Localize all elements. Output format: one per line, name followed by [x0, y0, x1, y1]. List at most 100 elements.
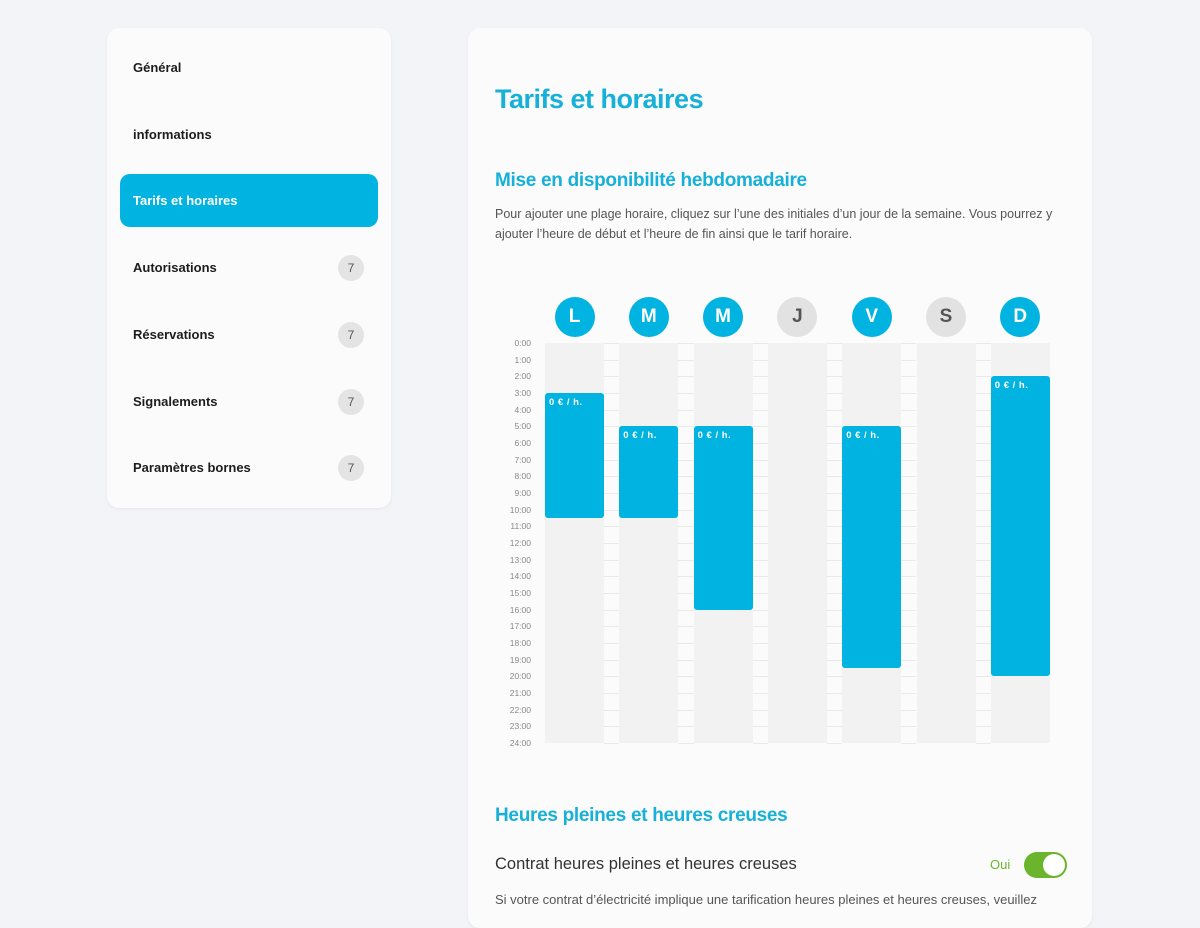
- hour-label: 8:00: [514, 471, 531, 482]
- time-slot[interactable]: 0 € / h.: [619, 426, 679, 518]
- hour-line: [678, 443, 694, 444]
- hour-line: [678, 743, 694, 744]
- hour-line: [901, 593, 917, 594]
- time-slot[interactable]: 0 € / h.: [545, 393, 604, 518]
- toggle-knob: [1043, 854, 1065, 876]
- hour-line: [975, 626, 991, 628]
- day-button[interactable]: S: [926, 297, 966, 337]
- hour-line: [826, 459, 843, 461]
- hour-line: [752, 343, 768, 344]
- hour-label: 13:00: [509, 554, 531, 565]
- hour-line: [901, 393, 917, 394]
- hour-line: [901, 576, 917, 578]
- nav-item-label[interactable]: Autorisations: [133, 260, 217, 276]
- hour-line: [752, 643, 768, 644]
- hour-line: [975, 526, 991, 528]
- hour-line: [975, 543, 991, 544]
- hour-line: [678, 626, 694, 628]
- hour-line: [678, 343, 694, 344]
- hour-line: [901, 359, 917, 361]
- hour-line: [826, 643, 843, 644]
- page-title: Tarifs et horaires: [495, 84, 704, 114]
- hour-line: [826, 726, 843, 728]
- hour-line: [975, 643, 991, 644]
- hour-line: [826, 593, 843, 594]
- hour-line: [901, 643, 917, 644]
- nav-item-label[interactable]: Signalements: [133, 393, 218, 409]
- hour-line: [752, 609, 768, 611]
- hour-line: [678, 393, 694, 394]
- hour-line: [826, 609, 843, 611]
- time-slot[interactable]: 0 € / h.: [842, 426, 902, 668]
- nav-item-label[interactable]: Réservations: [133, 326, 215, 342]
- hour-line: [975, 459, 991, 461]
- hour-line: [901, 659, 917, 661]
- hour-line: [901, 543, 917, 544]
- hour-line: [678, 409, 694, 411]
- hour-line: [678, 643, 694, 644]
- hour-line: [901, 426, 917, 428]
- hour-line: [678, 509, 694, 511]
- time-slot[interactable]: 0 € / h.: [693, 426, 753, 610]
- hour-line: [901, 676, 917, 678]
- description: Pour ajouter une plage horaire, cliquez …: [495, 207, 1053, 241]
- hour-line: [752, 593, 768, 594]
- hour-label: 21:00: [509, 688, 531, 698]
- hour-line: [752, 693, 768, 694]
- day-button[interactable]: J: [777, 297, 818, 337]
- nav-item-label[interactable]: Général: [133, 60, 182, 75]
- day-button[interactable]: M: [628, 297, 669, 337]
- hour-line: [604, 576, 620, 578]
- hour-line: [604, 659, 620, 661]
- hour-label: 2:00: [514, 371, 531, 382]
- hour-line: [975, 509, 991, 511]
- section-heading: Mise en disponibilité hebdomadaire: [495, 170, 807, 191]
- hour-line: [604, 526, 620, 528]
- hour-line: [975, 393, 991, 394]
- hour-line: [752, 493, 768, 494]
- toggle[interactable]: [1024, 852, 1067, 878]
- hour-label: 24:00: [509, 738, 531, 748]
- time-slot[interactable]: 0 € / h.: [990, 376, 1050, 677]
- hour-line: [826, 443, 843, 444]
- nav-item-label[interactable]: informations: [133, 126, 212, 142]
- hour-line: [975, 493, 991, 494]
- hour-line: [826, 709, 843, 711]
- day-column: [916, 343, 976, 743]
- hour-line: [901, 693, 917, 694]
- hour-line: [901, 376, 917, 378]
- day-button[interactable]: D: [1000, 297, 1041, 337]
- hour-line: [604, 593, 620, 594]
- hour-line: [604, 559, 620, 561]
- hour-line: [678, 426, 694, 428]
- nav-item-active[interactable]: [120, 174, 378, 228]
- hour-line: [604, 376, 620, 378]
- section-heading: Heures pleines et heures creuses: [495, 805, 788, 826]
- hour-line: [901, 476, 917, 478]
- hour-line: [604, 709, 620, 711]
- hour-line: [826, 693, 843, 694]
- day-button[interactable]: M: [703, 297, 744, 337]
- hour-label: 16:00: [509, 604, 531, 615]
- hour-line: [826, 359, 843, 361]
- hour-line: [752, 743, 768, 744]
- hour-line: [901, 743, 917, 744]
- hour-line: [901, 559, 917, 561]
- hour-line: [975, 726, 991, 728]
- nav-item-label[interactable]: Paramètres bornes: [133, 460, 251, 476]
- day-button[interactable]: L: [554, 297, 595, 337]
- hour-line: [604, 443, 620, 444]
- hour-line: [678, 726, 694, 728]
- page: Tarifs et horaires Mise en disponibilité…: [120, 60, 1067, 907]
- hour-line: [826, 393, 843, 394]
- hour-line: [975, 676, 991, 678]
- hour-line: [901, 526, 917, 528]
- hour-line: [975, 609, 991, 611]
- hour-line: [752, 543, 768, 544]
- hour-line: [975, 709, 991, 711]
- hour-label: 12:00: [509, 538, 531, 548]
- hour-line: [752, 626, 768, 628]
- slot-price: 0 € / h.: [697, 430, 732, 442]
- day-button[interactable]: V: [851, 297, 892, 337]
- hour-label: 3:00: [514, 388, 531, 398]
